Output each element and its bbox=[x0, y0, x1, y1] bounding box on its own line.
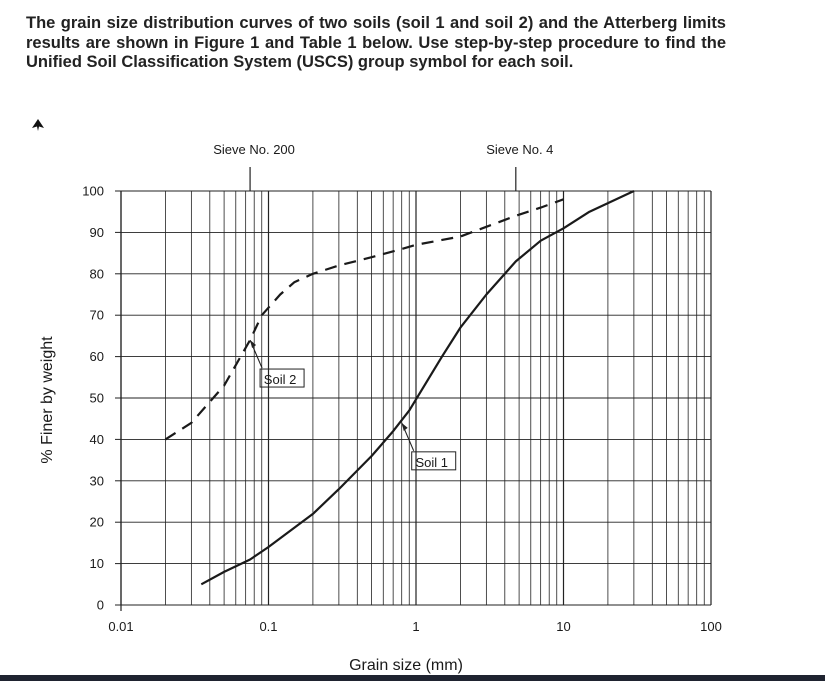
y-tick-label: 90 bbox=[90, 225, 104, 240]
y-tick-label: 10 bbox=[90, 556, 104, 571]
mouse-cursor-icon bbox=[32, 119, 44, 131]
chart-axes: 0 10 20 30 40 50 60 70 80 90 100 0.01 0.1 1 10 100 bbox=[82, 184, 722, 635]
leader-arrowhead bbox=[401, 422, 408, 431]
y-tick-label: 60 bbox=[90, 349, 104, 364]
chart-annotations: Sieve No. 200 Sieve No. 4 Soil 2 Soil 1 bbox=[213, 142, 553, 471]
y-tick-label: 80 bbox=[90, 266, 104, 281]
question-text: The grain size distribution curves of tw… bbox=[26, 14, 726, 71]
y-tick-label: 0 bbox=[97, 598, 104, 613]
y-tick-label: 20 bbox=[90, 515, 104, 530]
y-axis-title: % Finer by weight bbox=[39, 336, 56, 464]
x-tick-label: 0.01 bbox=[108, 619, 133, 634]
soil-1-annotation: Soil 1 bbox=[415, 455, 448, 470]
x-tick-label: 0.1 bbox=[259, 619, 277, 634]
y-tick-label: 100 bbox=[82, 184, 104, 199]
x-axis-title: Grain size (mm) bbox=[349, 657, 463, 674]
y-tick-label: 30 bbox=[90, 473, 104, 488]
x-tick-label: 100 bbox=[700, 619, 722, 634]
label-box bbox=[411, 451, 457, 471]
sieve-no-200-annotation: Sieve No. 200 bbox=[213, 142, 295, 157]
x-tick-label: 10 bbox=[556, 619, 570, 634]
chart-series bbox=[164, 190, 635, 586]
label-box bbox=[259, 368, 305, 388]
soil-2-curve bbox=[164, 198, 564, 441]
chart-grid bbox=[120, 190, 712, 606]
y-tick-label: 50 bbox=[90, 391, 104, 406]
x-tick-label: 1 bbox=[412, 619, 419, 634]
y-tick-label: 40 bbox=[90, 432, 104, 447]
soil-2-annotation: Soil 2 bbox=[264, 372, 297, 387]
y-tick-label: 70 bbox=[90, 308, 104, 323]
leader-arrowhead bbox=[250, 340, 257, 349]
soil-1-curve bbox=[200, 190, 635, 586]
sieve-no-4-annotation: Sieve No. 4 bbox=[486, 142, 553, 157]
window-bottom-edge bbox=[0, 675, 825, 681]
